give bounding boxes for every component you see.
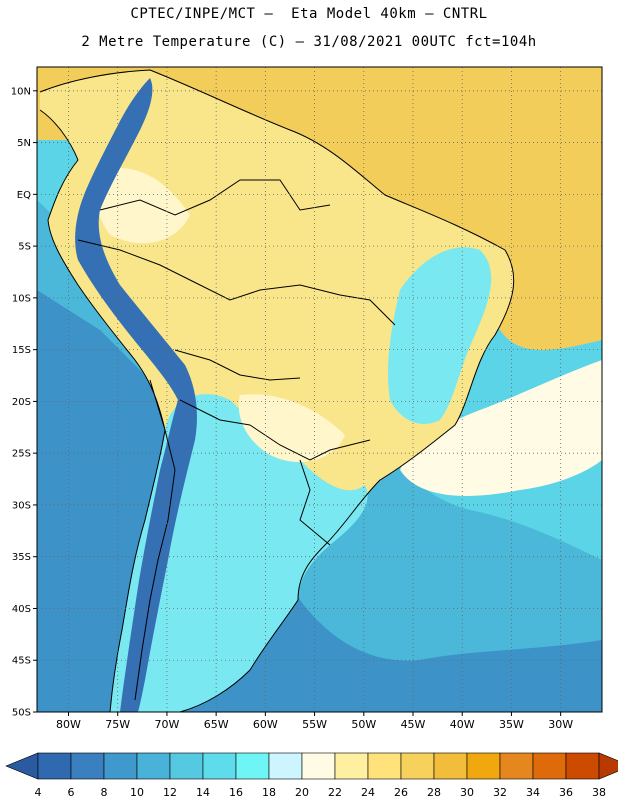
colorbar-swatch [103,752,138,780]
colorbar-label: 24 [361,786,375,799]
colorbar-label: 22 [328,786,342,799]
colorbar-label: 20 [295,786,309,799]
colorbar-label: 4 [35,786,42,799]
andes-cold-ridge [75,78,197,712]
colorbar-swatch [268,752,303,780]
colorbar-label: 32 [493,786,507,799]
lon-label: 50W [351,718,376,731]
colorbar-label: 6 [68,786,75,799]
lat-label: 10N [11,86,31,97]
map-frame [36,66,603,713]
longitude-labels: 80W 75W 70W 65W 60W 55W 50W 45W 40W 35W 30W [56,712,573,731]
colorbar-swatch [400,752,435,780]
colorbar-label: 30 [460,786,474,799]
colorbar-label: 12 [163,786,177,799]
lat-label: 25S [12,449,31,460]
lat-label: 45S [12,656,31,667]
land-pale-region [95,167,346,463]
chart-subtitle: 2 Metre Temperature (C) – 31/08/2021 00U… [81,34,537,50]
land-east-cool-region [388,247,492,424]
lat-label: 35S [12,552,31,563]
lon-label: 40W [450,718,475,731]
colorbar-label: 14 [196,786,210,799]
colorbar-swatch [334,752,369,780]
colorbar-swatch [37,752,72,780]
lat-label: 5S [18,242,31,253]
colorbar-swatch [235,752,270,780]
colorbar-label: 38 [592,786,606,799]
colorbar-label: 18 [262,786,276,799]
lon-label: 65W [204,718,229,731]
map-field [37,67,602,712]
colorbar-label: 36 [559,786,573,799]
lat-label: EQ [17,190,31,201]
colorbar-right-arrow [598,752,618,780]
colorbar-label: 28 [427,786,441,799]
colorbar-label: 26 [394,786,408,799]
colorbar-swatch [169,752,204,780]
lat-label: 20S [12,397,31,408]
latitude-labels: 10N 5N EQ 5S 10S 15S 20S 25S 30S 35S 40S 45S 50S [11,86,37,719]
lon-label: 80W [56,718,81,731]
colorbar: 4 6 8 10 12 14 16 18 20 22 24 26 28 30 32 34 36 38 [5,752,618,799]
colorbar-left-arrow [5,752,39,780]
colorbar-swatch [565,752,600,780]
colorbar-swatch [136,752,171,780]
colorbar-swatch [202,752,237,780]
lon-label: 70W [154,718,179,731]
lon-label: 30W [548,718,573,731]
lon-label: 75W [105,718,130,731]
lon-label: 60W [253,718,278,731]
chart-title: CPTEC/INPE/MCT – Eta Model 40km – CNTRL [130,6,488,22]
colorbar-swatch [70,752,105,780]
ocean-pale-band [400,360,602,496]
colorbar-swatch [532,752,567,780]
colorbar-swatch [466,752,501,780]
colorbar-label: 10 [130,786,144,799]
colorbar-label: 34 [526,786,540,799]
lat-label: 50S [12,708,31,719]
lat-label: 40S [12,604,31,615]
lat-label: 30S [12,500,31,511]
lat-label: 5N [17,138,31,149]
colorbar-swatch [499,752,534,780]
lon-label: 35W [499,718,524,731]
lat-label: 15S [12,345,31,356]
colorbar-swatch [433,752,468,780]
lon-label: 55W [302,718,327,731]
colorbar-swatch [301,752,336,780]
lon-label: 45W [401,718,426,731]
colorbar-label: 8 [101,786,108,799]
colorbar-swatch [367,752,402,780]
lat-label: 10S [12,293,31,304]
colorbar-label: 16 [229,786,243,799]
